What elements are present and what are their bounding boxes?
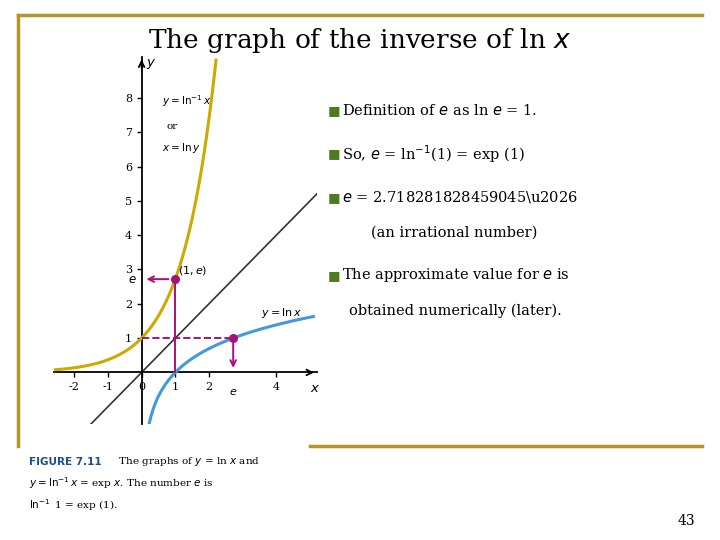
Text: $y = \ln x$: $y = \ln x$ <box>261 306 302 320</box>
Text: The approximate value for $e$ is: The approximate value for $e$ is <box>342 266 570 285</box>
Text: $e$: $e$ <box>128 273 137 286</box>
Text: 43: 43 <box>678 514 695 528</box>
Text: The graphs of $y$ = ln $x$ and: The graphs of $y$ = ln $x$ and <box>112 455 260 468</box>
Text: $x$: $x$ <box>310 382 320 395</box>
Text: So, $e$ = ln$^{-1}$(1) = exp (1): So, $e$ = ln$^{-1}$(1) = exp (1) <box>342 143 526 165</box>
Text: ■: ■ <box>328 147 340 160</box>
Text: ■: ■ <box>328 269 340 282</box>
Text: $\ln^{-1}$ 1 = exp (1).: $\ln^{-1}$ 1 = exp (1). <box>29 497 117 513</box>
Text: FIGURE 7.11: FIGURE 7.11 <box>29 457 102 467</box>
Text: $e$ = 2.718281828459045\u2026: $e$ = 2.718281828459045\u2026 <box>342 189 578 205</box>
Text: $e$: $e$ <box>229 387 238 397</box>
Text: $x = \ln y$: $x = \ln y$ <box>163 141 201 155</box>
Text: ■: ■ <box>328 191 340 204</box>
Text: The graph of the inverse of ln $x$: The graph of the inverse of ln $x$ <box>148 26 572 55</box>
Text: $y$: $y$ <box>145 57 156 71</box>
Text: Definition of $e$ as ln $e$ = 1.: Definition of $e$ as ln $e$ = 1. <box>342 103 537 118</box>
Text: ■: ■ <box>328 104 340 117</box>
Text: or: or <box>167 122 178 131</box>
Text: $(1, e)$: $(1, e)$ <box>178 264 207 276</box>
Text: (an irrational number): (an irrational number) <box>371 225 537 239</box>
Text: obtained numerically (later).: obtained numerically (later). <box>349 303 562 318</box>
Text: $y = \ln^{-1}x$ = exp $x$. The number $e$ is: $y = \ln^{-1}x$ = exp $x$. The number $e… <box>29 475 213 491</box>
Text: $y = \ln^{-1}x$: $y = \ln^{-1}x$ <box>163 93 212 109</box>
